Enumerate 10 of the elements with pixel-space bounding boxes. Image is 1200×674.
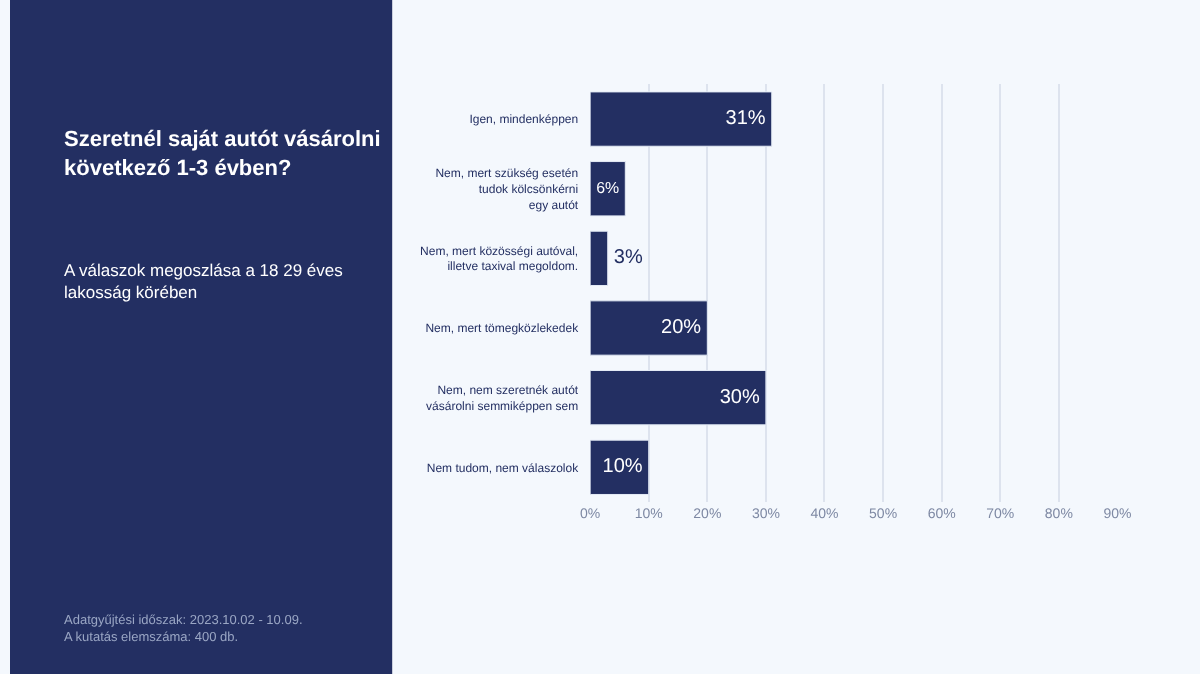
data-label: 20% — [661, 317, 702, 340]
bar — [590, 230, 609, 287]
data-label: 31% — [725, 108, 766, 131]
data-label: 3% — [613, 247, 643, 270]
text: Szeretnél saját autót vásárolni következő 1-3 évben? — [64, 128, 381, 181]
bar — [590, 161, 626, 217]
text: A válaszok megoszlása a 18 29 éves lakosság körében — [64, 260, 343, 303]
data-label: 6% — [596, 178, 620, 197]
data-label: 30% — [719, 386, 760, 409]
data-label: 10% — [602, 456, 643, 479]
